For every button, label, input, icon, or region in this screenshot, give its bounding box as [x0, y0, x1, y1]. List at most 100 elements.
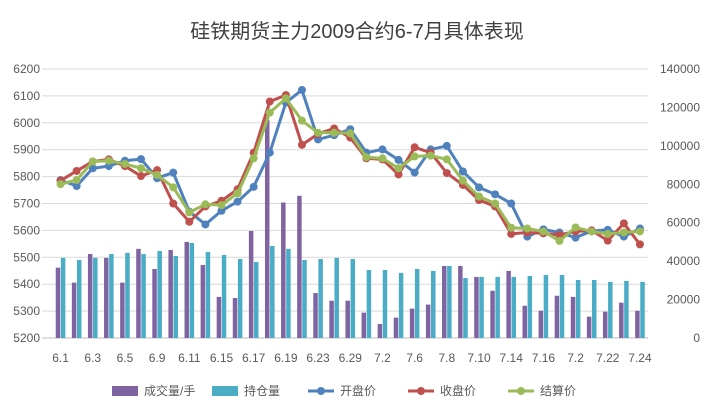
- close-price-point: [442, 169, 451, 178]
- open-price-point: [458, 167, 467, 176]
- volume-bar: [55, 267, 61, 338]
- volume-bar: [136, 248, 141, 338]
- x-axis-tick-label: 7.2: [567, 351, 584, 365]
- left-axis-tick-label: 5600: [13, 223, 40, 237]
- settle-price-point: [394, 164, 403, 173]
- settle-price-point: [619, 228, 628, 237]
- open-price-point: [475, 183, 484, 192]
- close-price-point: [635, 240, 644, 249]
- open-price-point: [233, 197, 242, 206]
- volume-bar: [248, 230, 254, 338]
- open-interest-bar: [463, 278, 468, 338]
- open-price-point: [394, 155, 403, 164]
- close-price-point: [619, 219, 628, 228]
- left-axis-tick-label: 6100: [13, 89, 40, 103]
- settle-price-point: [426, 151, 435, 160]
- legend-marker: [317, 387, 325, 395]
- volume-bar: [409, 308, 415, 338]
- open-interest-bar: [479, 276, 484, 338]
- volume-bar: [570, 296, 576, 338]
- volume-bar: [168, 249, 173, 338]
- open-interest-bar: [109, 254, 114, 338]
- settle-price-point: [635, 227, 644, 236]
- open-interest-bar: [205, 251, 211, 338]
- left-axis-tick-label: 5200: [13, 331, 40, 345]
- open-interest-bar: [414, 269, 420, 338]
- left-axis-tick-label: 5800: [13, 170, 40, 184]
- left-axis-tick-label: 5300: [13, 304, 40, 318]
- open-interest-bar: [575, 279, 581, 338]
- open-interest-bar: [350, 259, 356, 338]
- close-price-point: [507, 229, 516, 238]
- open-price-point: [491, 190, 500, 199]
- open-interest-bar: [431, 270, 436, 338]
- open-interest-bar: [559, 274, 565, 338]
- open-interest-bar: [93, 257, 98, 338]
- x-axis-tick-label: 7.22: [596, 351, 620, 365]
- close-price-point: [185, 217, 194, 226]
- x-axis-tick-label: 6.1: [52, 351, 69, 365]
- legend-marker: [517, 387, 525, 395]
- volume-bar: [297, 195, 302, 338]
- open-interest-bar: [591, 279, 597, 338]
- volume-bar: [393, 317, 399, 338]
- settle-price-point: [491, 199, 500, 208]
- settle-price-point: [201, 200, 210, 209]
- close-price-point: [169, 199, 178, 208]
- left-axis-tick-label: 5400: [13, 277, 40, 291]
- volume-bar: [361, 312, 367, 338]
- x-axis-tick-label: 6.23: [306, 351, 330, 365]
- open-interest-bar: [189, 242, 195, 338]
- open-price-point: [314, 135, 323, 144]
- settle-price-point: [72, 176, 81, 185]
- open-interest-bar: [511, 276, 516, 338]
- settle-price-point: [88, 157, 97, 166]
- open-price-point: [249, 182, 258, 191]
- settle-price-point: [314, 128, 323, 137]
- open-interest-bar: [624, 280, 629, 338]
- open-interest-bar: [495, 276, 500, 338]
- open-interest-bar: [157, 250, 162, 338]
- volume-bar: [264, 119, 270, 339]
- volume-bar: [506, 270, 511, 338]
- open-interest-bar: [237, 259, 243, 338]
- volume-bar: [281, 202, 286, 338]
- open-interest-bar: [527, 275, 533, 338]
- open-interest-bar: [543, 274, 549, 338]
- right-axis-tick-label: 40000: [667, 254, 701, 268]
- left-axis-tick-label: 6000: [13, 116, 40, 130]
- right-axis-tick-label: 60000: [667, 216, 701, 230]
- close-price-point: [410, 143, 419, 152]
- settle-price-point: [603, 229, 612, 238]
- volume-bar: [490, 290, 495, 338]
- x-axis-tick-label: 6.17: [242, 351, 266, 365]
- line-series: [56, 85, 644, 249]
- settle-price-point: [265, 108, 274, 117]
- open-price-point: [265, 148, 274, 157]
- volume-bar: [329, 300, 334, 338]
- open-interest-bar: [286, 248, 291, 338]
- volume-bar: [87, 254, 93, 338]
- x-axis-tick-label: 7.16: [532, 351, 556, 365]
- settle-price-point: [346, 129, 355, 138]
- open-price-point: [137, 155, 146, 164]
- volume-bar: [232, 298, 238, 338]
- left-axis-tick-label: 5900: [13, 143, 40, 157]
- settle-price-point: [153, 170, 162, 179]
- x-axis-tick-label: 6.9: [149, 351, 166, 365]
- volume-bar: [602, 311, 608, 338]
- close-price-point: [603, 236, 612, 245]
- open-interest-bar: [366, 269, 372, 338]
- volume-bar: [474, 276, 479, 338]
- open-interest-bar: [173, 255, 179, 338]
- settle-price-point: [571, 223, 580, 232]
- right-axis-tick-label: 80000: [667, 177, 701, 191]
- volume-bar: [184, 241, 190, 338]
- open-price-point: [410, 168, 419, 177]
- open-interest-bar: [141, 254, 146, 338]
- settle-price-point: [120, 159, 129, 168]
- legend-swatch: [212, 386, 238, 396]
- x-axis-tick-label: 6.3: [84, 351, 101, 365]
